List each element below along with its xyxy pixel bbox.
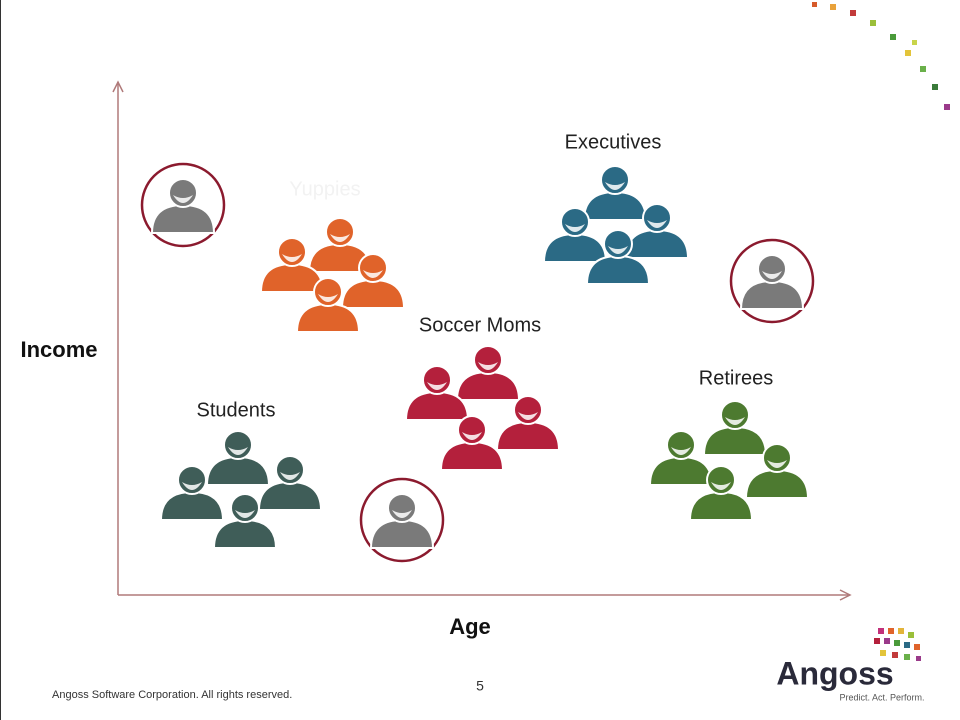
person-head	[720, 400, 750, 430]
outlier	[359, 477, 445, 563]
person-head	[642, 203, 672, 233]
person-face	[462, 432, 482, 440]
person-head	[325, 217, 355, 247]
cluster-label: Yuppies	[289, 178, 360, 200]
cluster-label: Students	[197, 399, 276, 421]
person-icon	[340, 253, 406, 309]
person-icon	[455, 345, 521, 401]
person-icon	[624, 203, 690, 259]
person-head	[513, 395, 543, 425]
person-face	[235, 510, 255, 518]
logo-tagline: Predict. Act. Perform.	[839, 692, 924, 702]
person-head	[666, 430, 696, 460]
logo-dots	[874, 628, 921, 661]
person-head	[457, 415, 487, 445]
person-icon	[404, 365, 470, 421]
person-face	[725, 417, 745, 425]
cluster: Executives	[542, 131, 690, 285]
person-face	[647, 220, 667, 228]
person-icon	[159, 465, 225, 521]
person-icon	[585, 229, 651, 285]
person-head	[223, 430, 253, 460]
person-head	[313, 277, 343, 307]
person-face	[762, 271, 782, 279]
person-icon	[259, 237, 325, 293]
cluster-label: Retirees	[699, 367, 773, 389]
person-face	[605, 182, 625, 190]
person-icon	[257, 455, 323, 511]
x-axis-label: Age	[449, 614, 491, 639]
person-icon	[744, 443, 810, 499]
person-face	[228, 447, 248, 455]
person-icon	[205, 430, 271, 486]
person-face	[478, 362, 498, 370]
person-face	[671, 447, 691, 455]
person-icon	[307, 217, 373, 273]
person-face	[518, 412, 538, 420]
person-face	[711, 482, 731, 490]
person-face	[330, 234, 350, 242]
person-face	[173, 195, 193, 203]
outlier	[729, 238, 815, 324]
person-icon	[212, 493, 278, 549]
person-icon	[495, 395, 561, 451]
person-head	[600, 165, 630, 195]
person-face	[280, 472, 300, 480]
person-face	[427, 382, 447, 390]
person-head	[757, 254, 787, 284]
person-head	[603, 229, 633, 259]
person-icon	[295, 277, 361, 333]
person-head	[473, 345, 503, 375]
cluster-label: Executives	[565, 131, 662, 153]
person-icon	[150, 178, 216, 234]
person-head	[230, 493, 260, 523]
person-head	[762, 443, 792, 473]
outlier	[140, 162, 226, 248]
person-icon	[702, 400, 768, 456]
cluster: Yuppies	[259, 178, 406, 333]
logo-name: Angoss	[776, 655, 893, 691]
person-icon	[369, 493, 435, 549]
cluster-label: Soccer Moms	[419, 314, 541, 336]
decor-top-right	[812, 2, 950, 110]
person-face	[767, 460, 787, 468]
page-number: 5	[476, 678, 484, 694]
person-icon	[688, 465, 754, 521]
person-icon	[542, 207, 608, 263]
cluster: Students	[159, 399, 323, 549]
person-head	[177, 465, 207, 495]
person-face	[363, 270, 383, 278]
axes	[112, 80, 852, 601]
person-head	[358, 253, 388, 283]
person-head	[277, 237, 307, 267]
person-face	[182, 482, 202, 490]
y-axis-label: Income	[20, 337, 97, 362]
person-icon	[439, 415, 505, 471]
cluster: Retirees	[648, 367, 810, 521]
person-head	[168, 178, 198, 208]
person-head	[275, 455, 305, 485]
person-head	[422, 365, 452, 395]
person-face	[282, 254, 302, 262]
person-icon	[739, 254, 805, 310]
copyright: Angoss Software Corporation. All rights …	[52, 689, 292, 701]
person-head	[387, 493, 417, 523]
person-face	[608, 246, 628, 254]
person-icon	[582, 165, 648, 221]
person-face	[318, 294, 338, 302]
cluster: Soccer Moms	[404, 314, 561, 471]
person-icon	[648, 430, 714, 486]
person-face	[392, 510, 412, 518]
person-face	[565, 224, 585, 232]
person-head	[706, 465, 736, 495]
person-head	[560, 207, 590, 237]
